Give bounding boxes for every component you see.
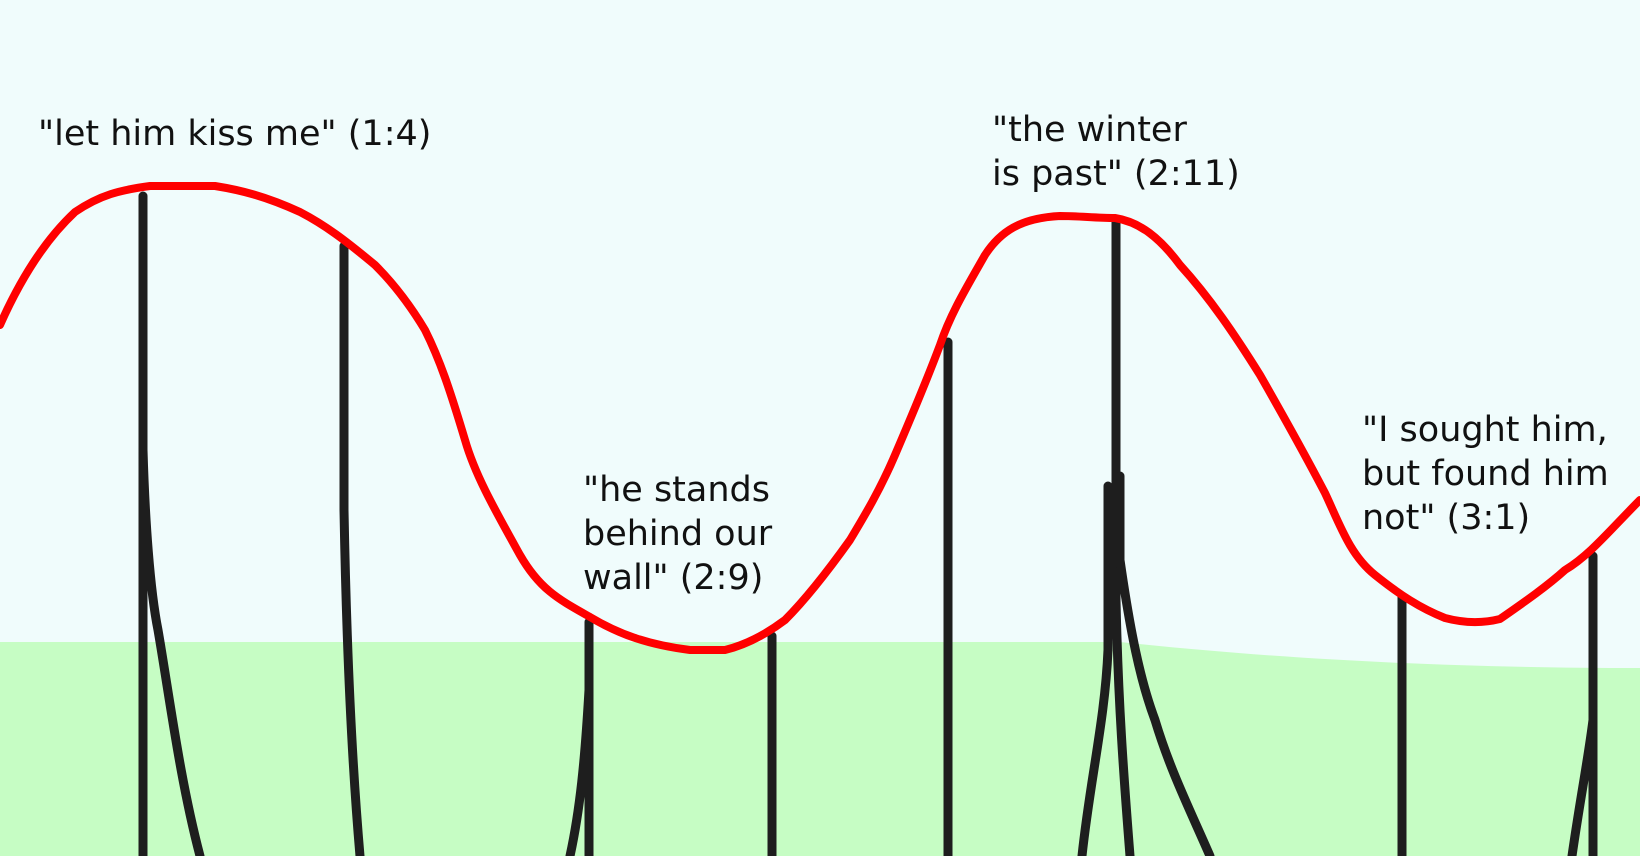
annotation-line: behind our xyxy=(583,514,773,554)
annotation-line: wall" (2:9) xyxy=(583,558,763,598)
coaster-track xyxy=(0,182,1640,654)
annotation-he-stands-behind-our-wall: "he stands behind our wall" (2:9) xyxy=(583,470,783,598)
track-supports xyxy=(138,191,1598,856)
annotation-line: not" (3:1) xyxy=(1362,498,1530,538)
annotation-line: "let him kiss me" (1:4) xyxy=(38,114,431,154)
support-brace xyxy=(1115,471,1215,856)
support-post xyxy=(339,241,365,856)
annotation-line: "the winter xyxy=(992,110,1187,150)
support-post xyxy=(1111,217,1135,856)
annotation-the-winter-is-past: "the winter is past" (2:11) xyxy=(992,110,1240,194)
annotation-i-sought-him: "I sought him, but found him not" (3:1) xyxy=(1362,410,1620,538)
support-brace xyxy=(1567,715,1598,856)
annotation-line: but found him xyxy=(1362,454,1609,494)
ground xyxy=(0,642,1640,856)
support-brace xyxy=(138,445,205,856)
annotation-line: "he stands xyxy=(583,470,770,510)
annotation-line: "I sought him, xyxy=(1362,410,1608,450)
support-brace xyxy=(1077,481,1113,856)
annotation-let-him-kiss-me: "let him kiss me" (1:4) xyxy=(38,114,431,154)
support-brace xyxy=(565,685,594,856)
annotation-line: is past" (2:11) xyxy=(992,154,1240,194)
